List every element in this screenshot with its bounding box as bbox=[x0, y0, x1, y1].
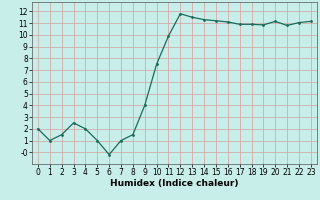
X-axis label: Humidex (Indice chaleur): Humidex (Indice chaleur) bbox=[110, 179, 239, 188]
